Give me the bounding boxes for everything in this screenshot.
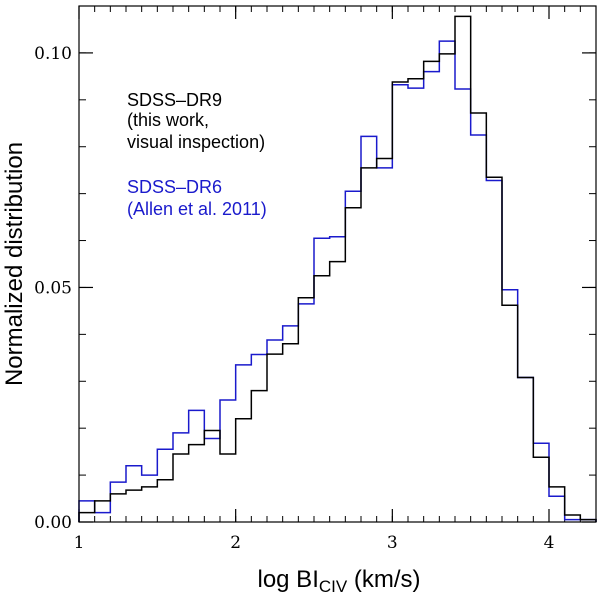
x-tick-label: 4: [544, 533, 555, 553]
legend: SDSS–DR9 (this work, visual inspection) …: [127, 90, 267, 219]
y-tick-label: 0.05: [34, 278, 72, 298]
x-axis-title-main: log BI: [257, 566, 318, 593]
minor-ticks: [78, 5, 597, 523]
legend-dr9-line-3: visual inspection): [127, 132, 265, 152]
tick-labels: 1 2 3 4 0.00 0.05 0.10: [34, 44, 554, 553]
legend-dr6-line-1: SDSS–DR6: [127, 177, 222, 197]
legend-dr9-line-1: SDSS–DR9: [127, 90, 222, 110]
y-tick-label: 0.00: [34, 513, 72, 533]
legend-dr9-line-2: (this work,: [127, 110, 209, 130]
legend-dr6-line-2: (Allen et al. 2011): [127, 199, 267, 219]
x-tick-label: 3: [387, 533, 398, 553]
x-axis-title-subscript: CIV: [319, 577, 348, 596]
x-axis-title-unit: (km/s): [347, 566, 420, 593]
x-axis-title: log BICIV (km/s): [257, 566, 420, 596]
x-tick-label: 2: [230, 533, 241, 553]
series-step-line: [78, 15, 597, 522]
y-tick-label: 0.10: [34, 44, 72, 64]
series-1: [78, 15, 597, 522]
plot-frame: [78, 5, 597, 523]
y-axis-title: Normalized distribution: [1, 142, 28, 386]
x-tick-label: 1: [74, 533, 85, 553]
major-ticks: [78, 6, 596, 523]
series-layer: [78, 15, 597, 522]
